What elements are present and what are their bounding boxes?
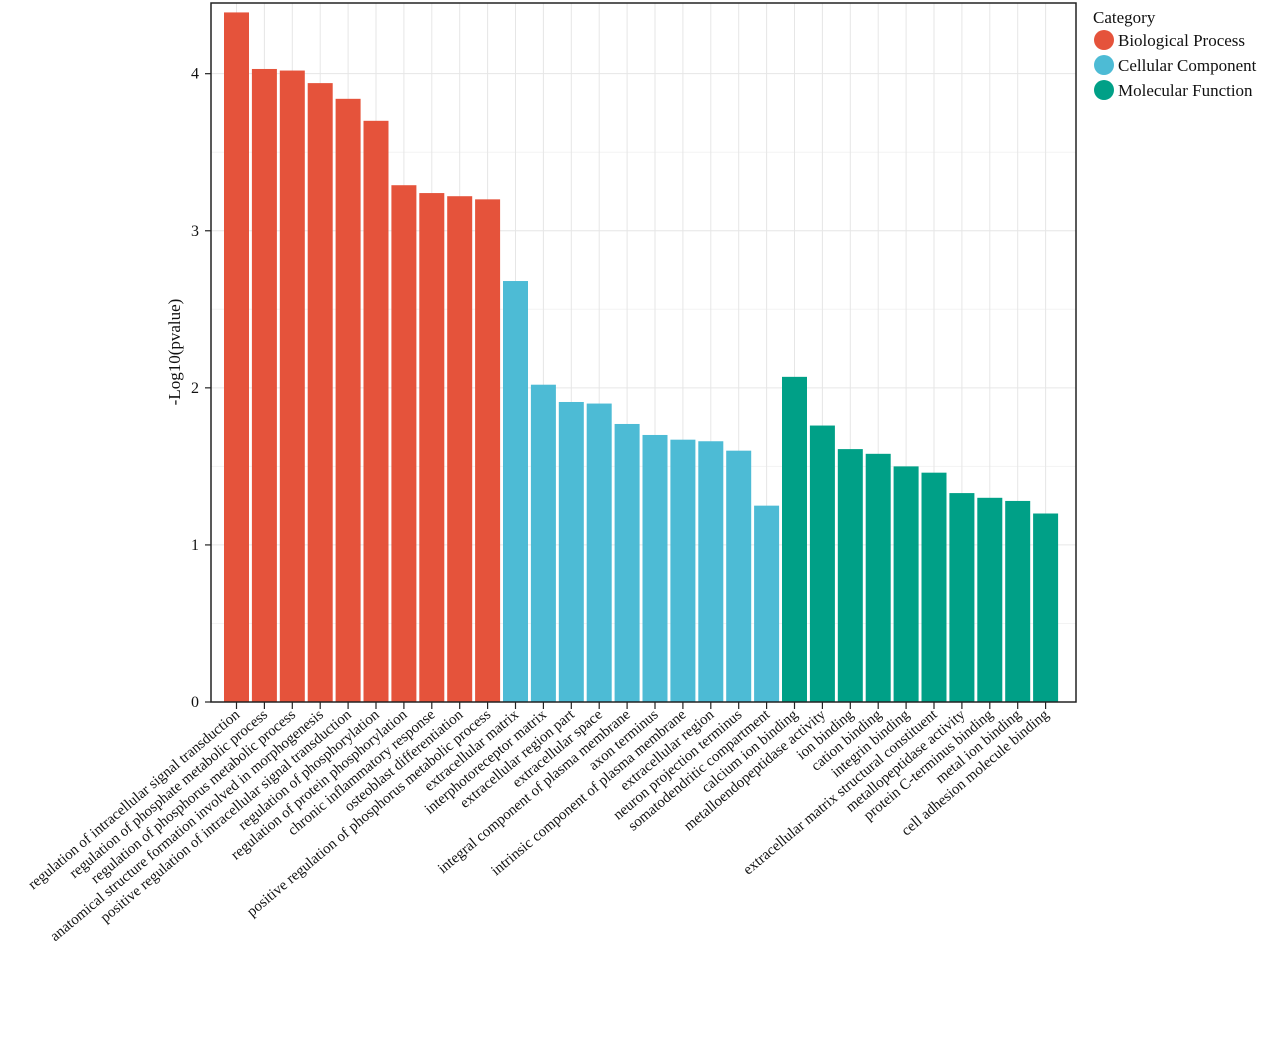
y-tick-label: 1 (191, 537, 199, 554)
bar (335, 98, 361, 702)
bar (782, 376, 807, 702)
bar (363, 120, 389, 703)
bar (1033, 513, 1059, 702)
bar (447, 196, 473, 703)
bar (419, 193, 445, 702)
y-tick-label: 3 (191, 223, 199, 240)
bar (977, 497, 1003, 702)
bar (837, 449, 863, 702)
bar (224, 12, 249, 702)
bar (307, 83, 333, 703)
bar (754, 505, 780, 702)
legend: Category Biological Process Cellular Compo… (1093, 8, 1257, 100)
y-axis-title: -Log10(pvalue) (165, 299, 184, 406)
bars (224, 12, 1059, 703)
bar (949, 493, 975, 702)
bar (809, 425, 835, 702)
bar (503, 281, 528, 702)
legend-title: Category (1093, 8, 1156, 27)
bar (642, 434, 668, 702)
legend-swatch (1094, 55, 1114, 75)
bar (893, 466, 919, 702)
bar (251, 68, 277, 703)
bar (475, 199, 501, 702)
legend-entry-label: Biological Process (1118, 31, 1245, 50)
bar (1005, 500, 1031, 702)
legend-entry-label: Molecular Function (1118, 81, 1253, 100)
bar (558, 401, 584, 702)
bar (279, 70, 305, 702)
legend-entry-label: Cellular Component (1118, 56, 1257, 75)
x-axis: regulation of intracellular signal trans… (25, 702, 1053, 945)
legend-swatch (1094, 30, 1114, 50)
y-axis: 0 1 2 3 4 (191, 66, 211, 711)
bar (391, 185, 417, 702)
y-tick-label: 4 (191, 66, 199, 83)
bar (670, 439, 696, 702)
legend-swatch (1094, 80, 1114, 100)
bar (921, 472, 947, 702)
y-tick-label: 2 (191, 380, 199, 397)
plot-frame (210, 2, 1077, 703)
bar (726, 450, 752, 702)
bar (698, 441, 724, 702)
y-tick-label: 0 (191, 694, 199, 711)
bar (530, 384, 556, 702)
bar (614, 423, 640, 702)
bar (865, 453, 891, 702)
bar (586, 403, 612, 702)
